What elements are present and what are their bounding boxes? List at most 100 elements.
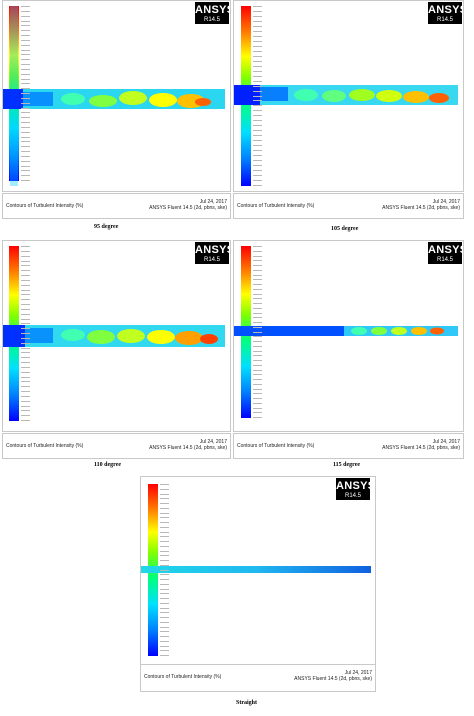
colorbar-tick-mark (253, 274, 262, 276)
colorbar-tick-mark (160, 550, 169, 552)
colorbar-tick-mark (21, 357, 30, 359)
colorbar-tick-mark (21, 366, 30, 368)
colorbar-tick-mark (160, 503, 169, 504)
colorbar-tick-mark (253, 407, 262, 409)
colorbar-tick-mark (253, 30, 262, 32)
plot-footer: Contours of Turbulent Intensity (%) Jul … (2, 193, 231, 219)
colorbar-tick-mark (21, 250, 30, 252)
ansys-logo: ANSYS R14.5 (336, 478, 376, 500)
colorbar-tick-mark (253, 175, 262, 177)
colorbar-tick-mark (21, 289, 30, 291)
colorbar-tick-mark (21, 64, 30, 65)
colorbar-tick-mark (160, 640, 169, 642)
colorbar-tick-mark (21, 83, 30, 85)
colorbar-tick-mark (21, 308, 30, 310)
colorbar-tick-mark (160, 631, 169, 633)
colorbar-tick-mark (21, 49, 30, 51)
colorbar-tick-mark (253, 20, 262, 22)
colorbar-tick-mark (253, 165, 262, 167)
contour-title: Contours of Turbulent Intensity (%) (237, 203, 315, 209)
contour-drawing (234, 246, 458, 418)
colorbar-tick-mark (21, 260, 30, 262)
colorbar-tick-mark (253, 10, 262, 12)
colorbar-tick-mark (253, 155, 262, 157)
colorbar-tick-mark (21, 35, 30, 36)
colorbar-tick-mark (21, 78, 30, 80)
colorbar-tick-mark (253, 75, 262, 77)
colorbar-tick-mark (21, 415, 30, 417)
colorbar-tick-mark (253, 374, 262, 376)
colorbar-tick-mark (253, 85, 262, 87)
colorbar-tick-mark (21, 59, 30, 61)
colorbar-tick-mark (160, 493, 169, 495)
colorbar-tick-mark (21, 371, 30, 373)
colorbar-tick-mark (21, 265, 30, 267)
colorbar-ticks (21, 6, 37, 181)
colorbar-tick-mark (253, 345, 262, 347)
colorbar-tick-mark (253, 388, 262, 390)
contour-drawing (141, 484, 371, 656)
colorbar-tick-mark (253, 284, 262, 285)
colorbar-tick-mark (253, 360, 262, 361)
colorbar-tick-mark (253, 60, 262, 62)
colorbar-ticks (253, 246, 269, 418)
colorbar-tick-mark (160, 574, 169, 576)
colorbar-tick-mark (253, 279, 262, 281)
colorbar-tick-mark (21, 155, 30, 157)
colorbar-tick-mark (21, 68, 30, 70)
colorbar-tick-mark (253, 145, 262, 147)
plot-date: Jul 24, 2017 (199, 199, 227, 205)
colorbar-tick-mark (253, 70, 262, 72)
colorbar-tick-mark (253, 65, 262, 67)
colorbar-tick-mark (160, 545, 169, 547)
colorbar-tick-mark (160, 655, 169, 656)
colorbar-tick-mark (21, 391, 30, 392)
colorbar-tick-mark (253, 35, 262, 37)
colorbar-tick-mark (21, 333, 30, 334)
contour-plot: ANSYS R14.5 (233, 0, 464, 192)
plot-footer: Contours of Turbulent Intensity (%) Jul … (233, 193, 464, 219)
plot-date: Jul 24, 2017 (199, 439, 227, 445)
colorbar-tick-mark (21, 304, 30, 305)
colorbar-tick-mark (21, 395, 30, 397)
colorbar-tick-mark (253, 135, 262, 137)
colorbar-tick-mark (160, 602, 169, 604)
colorbar-tick-mark (253, 312, 262, 314)
plot-footer: Contours of Turbulent Intensity (%) Jul … (140, 664, 376, 692)
colorbar-tick-mark (160, 569, 169, 571)
contour-plot: ANSYS R14.5 (2, 240, 231, 432)
colorbar-tick-mark (160, 607, 169, 609)
colorbar-tick-mark (253, 260, 262, 262)
colorbar-tick-mark (160, 484, 169, 485)
colorbar-tick-mark (253, 379, 262, 380)
colorbar-tick-mark (21, 54, 30, 56)
colorbar-tick-mark (253, 369, 262, 371)
panel-caption: 105 degree (331, 226, 359, 232)
colorbar-tick-mark (21, 352, 30, 354)
colorbar-tick-mark (160, 564, 169, 566)
colorbar-tick-mark (160, 507, 169, 509)
colorbar-tick-mark (21, 275, 30, 276)
colorbar-tick-mark (253, 90, 262, 92)
contour-title: Contours of Turbulent Intensity (%) (6, 203, 84, 209)
panel-caption: Straight (236, 700, 257, 706)
colorbar-tick-mark (21, 15, 30, 17)
colorbar-tick-mark (253, 269, 262, 271)
colorbar-tick-mark (253, 322, 262, 323)
colorbar-tick-mark (21, 131, 30, 133)
colorbar-tick-mark (253, 364, 262, 366)
colorbar-tick-mark (253, 100, 262, 102)
ansys-logo: ANSYS R14.5 (195, 242, 231, 264)
colorbar-tick-mark (253, 105, 262, 107)
colorbar-tick-mark (160, 626, 169, 628)
colorbar-tick-mark (253, 120, 262, 122)
colorbar-ticks (160, 484, 176, 656)
colorbar-tick-mark (21, 381, 30, 383)
solver-info: ANSYS Fluent 14.5 (2d, pbns, ske) (149, 445, 227, 451)
colorbar-tick-mark (253, 317, 262, 319)
colorbar-tick-mark (21, 146, 30, 148)
colorbar-tick-mark (253, 402, 262, 404)
colorbar-tick-mark (160, 650, 169, 652)
colorbar-tick-mark (21, 25, 30, 27)
colorbar-tick-mark (160, 517, 169, 519)
